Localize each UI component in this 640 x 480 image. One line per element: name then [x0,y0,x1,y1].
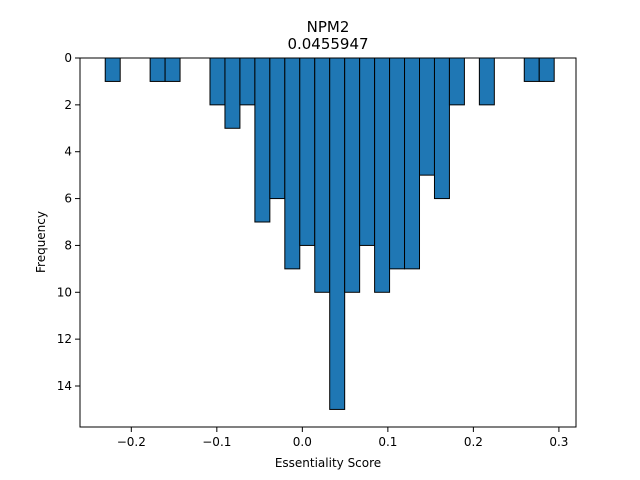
histogram-bar [329,57,346,410]
histogram-bar [344,57,361,293]
histogram-bar [239,57,256,106]
y-tick-label: 14 [57,379,72,393]
x-tick-label: 0.3 [549,435,568,449]
plot-frame [79,57,577,428]
histogram-bar [389,57,406,270]
y-tick-label: 12 [57,332,72,346]
histogram-bar [164,57,181,82]
histogram-bar [419,57,435,176]
x-tick-label: −0.1 [202,435,231,449]
histogram-bar [209,57,226,106]
y-tick-label: 4 [64,145,72,159]
y-tick-label: 0 [64,51,72,65]
histogram-bar [538,57,555,82]
chart-title: NPM2 [307,18,350,36]
y-tick-label: 2 [64,98,72,112]
y-tick-label: 10 [57,285,72,299]
histogram-bar [104,57,121,82]
chart-subtitle: 0.0455947 [287,35,368,53]
histogram-bar [448,57,465,106]
histogram-bar [224,57,241,129]
histogram-bar [359,57,376,246]
histogram-bar [269,57,286,200]
x-tick-label: 0.0 [293,435,312,449]
x-tick-label: 0.2 [464,435,483,449]
histogram-bar [374,57,391,293]
x-axis-label: Essentiality Score [275,456,381,470]
x-axis-ticks: −0.2 −0.1 0.0 0.1 0.2 0.3 [117,427,568,449]
y-axis-ticks: 0 2 4 6 8 10 12 14 [57,51,80,393]
histogram-bar [433,57,450,200]
histogram-bar [254,57,271,223]
histogram-bar [314,57,331,293]
histogram-bar [478,57,495,106]
histogram-bar [299,57,316,246]
histogram-bar [149,57,166,82]
histogram-bar [284,57,301,270]
bars-group [104,57,555,410]
x-tick-label: 0.1 [378,435,397,449]
y-tick-label: 6 [64,192,72,206]
histogram-bar [404,57,421,270]
y-axis-label: Frequency [34,211,48,273]
y-tick-label: 8 [64,238,72,252]
histogram-bar [523,57,540,82]
x-tick-label: −0.2 [117,435,146,449]
